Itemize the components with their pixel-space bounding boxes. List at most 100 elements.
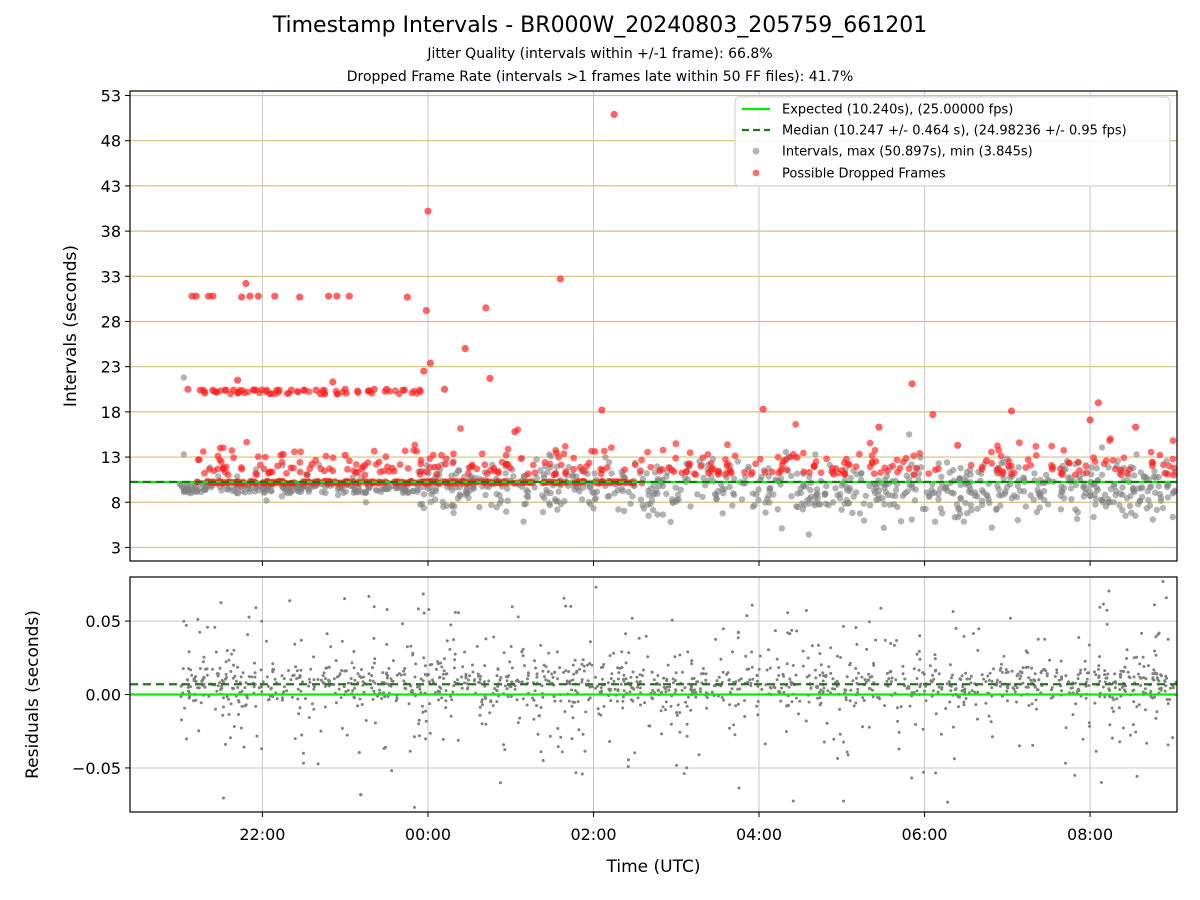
residual-point — [818, 696, 822, 700]
residual-point — [503, 684, 507, 688]
legend-dropped-label: Possible Dropped Frames — [782, 167, 946, 182]
residual-point — [860, 675, 864, 679]
residual-point — [736, 702, 740, 706]
residual-point — [361, 683, 365, 687]
interval-point — [1139, 484, 1146, 491]
residual-point — [721, 670, 725, 674]
residual-point — [480, 700, 484, 704]
residual-point — [962, 700, 966, 704]
residual-point — [214, 707, 217, 711]
dropped-frame-point — [268, 468, 276, 476]
interval-point — [960, 518, 968, 525]
residual-point — [449, 695, 453, 698]
residual-point — [1166, 743, 1170, 747]
residual-point — [247, 615, 251, 619]
residual-point — [531, 696, 534, 700]
interval-point — [857, 470, 865, 477]
residual-point — [420, 704, 424, 708]
residual-point — [444, 706, 448, 710]
residual-point — [974, 703, 978, 707]
legend-box — [734, 96, 1171, 187]
residual-point — [1152, 668, 1156, 672]
interval-point — [738, 496, 746, 503]
residual-point — [1083, 659, 1087, 663]
residual-point — [412, 805, 416, 809]
residual-point — [970, 689, 974, 693]
residual-point — [1163, 689, 1167, 693]
residual-point — [404, 687, 408, 691]
interval-point — [667, 518, 674, 526]
residual-point — [630, 698, 633, 702]
dropped-frame-point — [199, 448, 207, 455]
residual-point — [444, 699, 448, 703]
residual-point — [1085, 677, 1089, 681]
residual-point — [883, 704, 886, 708]
residual-point — [947, 680, 951, 684]
residual-point — [937, 685, 941, 689]
residual-point — [515, 679, 518, 683]
residual-point — [296, 687, 300, 691]
residual-point — [299, 668, 303, 672]
residual-point — [402, 679, 406, 683]
interval-point — [643, 470, 650, 477]
dropped-frame-point — [1160, 461, 1167, 469]
residual-point — [897, 747, 901, 751]
residual-point — [821, 679, 825, 683]
residual-point — [244, 681, 248, 685]
interval-point — [1143, 474, 1150, 481]
interval-point — [971, 492, 979, 499]
interval-point — [755, 486, 762, 493]
residual-point — [272, 668, 276, 672]
residual-point — [312, 678, 316, 682]
residual-point — [1138, 675, 1142, 679]
residual-point — [282, 690, 286, 694]
residual-point — [977, 627, 981, 631]
residual-point — [371, 679, 375, 683]
residual-point — [1135, 705, 1139, 709]
dropped-frame-point — [413, 447, 421, 455]
residual-point — [641, 668, 645, 672]
residual-point — [452, 684, 456, 688]
dropped-frame-point — [1082, 462, 1090, 470]
residual-point — [1006, 670, 1010, 674]
residual-point — [438, 676, 441, 680]
dropped-frame-point — [346, 457, 353, 465]
dropped-frame-point — [1086, 416, 1094, 424]
residual-point — [705, 696, 709, 700]
interval-point — [602, 454, 609, 461]
residual-point — [804, 609, 808, 612]
legend-median-label: Median (10.247 +/- 0.464 s), (24.98236 +… — [782, 124, 1127, 139]
interval-point — [1031, 470, 1038, 477]
residual-point — [312, 687, 316, 691]
residual-point — [854, 667, 858, 670]
interval-point — [1170, 488, 1177, 496]
residual-point — [1033, 672, 1037, 676]
interval-point — [677, 486, 684, 493]
interval-point — [749, 490, 757, 497]
dropped-frame-point — [929, 411, 937, 419]
dropped-frame-point — [562, 470, 569, 477]
residual-point — [282, 685, 286, 689]
residual-point — [445, 639, 449, 643]
residual-point — [844, 696, 848, 699]
residual-point — [714, 637, 717, 641]
residual-point — [1064, 761, 1067, 765]
dropped-frame-point — [333, 292, 341, 300]
interval-point — [967, 471, 974, 478]
residual-point — [1088, 724, 1092, 728]
residual-point — [889, 680, 893, 684]
residual-point — [624, 632, 628, 636]
residual-point — [472, 679, 476, 683]
dropped-frame-point — [184, 385, 192, 393]
residual-point — [1002, 654, 1006, 658]
residual-point — [582, 664, 586, 668]
interval-point — [1093, 465, 1100, 472]
residual-point — [466, 686, 470, 690]
interval-point — [647, 485, 654, 492]
dropped-frame-point — [783, 466, 790, 473]
interval-point — [263, 497, 270, 504]
residual-point — [667, 688, 671, 692]
legend-intervals-swatch — [752, 147, 760, 155]
interval-point — [889, 492, 896, 499]
residual-point — [340, 669, 344, 672]
